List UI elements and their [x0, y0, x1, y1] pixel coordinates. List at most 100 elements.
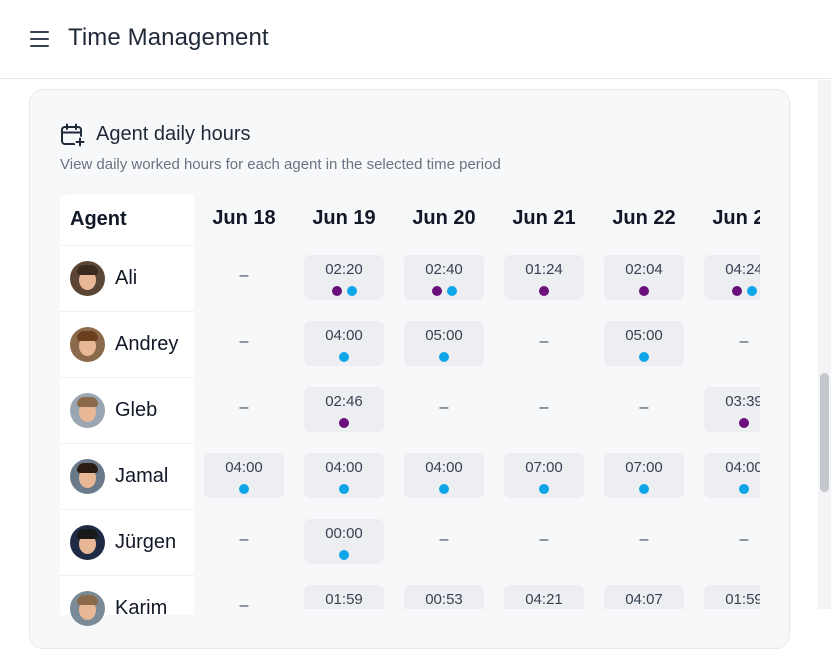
hours-value: 03:39 [725, 393, 760, 410]
status-dots [304, 418, 384, 428]
avatar [70, 326, 105, 362]
hours-cell[interactable]: 04:00 [204, 453, 284, 498]
hours-cell[interactable]: 01:59 [304, 585, 384, 609]
status-dots [404, 484, 484, 494]
card-title: Agent daily hours [96, 123, 251, 145]
row-divider [60, 245, 194, 246]
empty-cell: – [239, 531, 249, 548]
agent-name: Karim [115, 596, 168, 619]
hours-value: 04:07 [625, 591, 663, 608]
hours-value: 01:59 [325, 591, 363, 608]
hours-value: 01:24 [525, 261, 563, 278]
hours-cell[interactable]: 02:46 [304, 387, 384, 432]
agent-name: Gleb [115, 398, 158, 421]
hours-cell[interactable]: 04:00 [304, 453, 384, 498]
hours-cell[interactable]: 02:20 [304, 255, 384, 300]
date-header: Jun 21 [512, 207, 576, 229]
avatar [70, 392, 105, 428]
status-dots [304, 550, 384, 560]
hours-cell[interactable]: 01:24 [504, 255, 584, 300]
hours-cell[interactable]: 05:00 [404, 321, 484, 366]
hours-cell[interactable]: 00:00 [304, 519, 384, 564]
hours-cell[interactable]: 02:40 [404, 255, 484, 300]
purple-dot-icon [639, 286, 649, 296]
calendar-add-icon [61, 123, 86, 148]
empty-cell: – [639, 399, 649, 416]
status-dots [604, 352, 684, 362]
row-divider [60, 443, 194, 444]
agent-name: Andrey [115, 332, 179, 355]
agent-row: Jamal [70, 458, 168, 494]
hours-value: 04:00 [325, 459, 363, 476]
agent-name: Ali [115, 266, 138, 289]
empty-cell: – [239, 333, 249, 350]
hours-value: 04:00 [725, 459, 760, 476]
scrollbar-track[interactable] [818, 80, 831, 609]
hamburger-menu-icon[interactable] [29, 29, 51, 49]
hours-value: 04:00 [325, 327, 363, 344]
empty-cell: – [439, 531, 449, 548]
blue-dot-icon [239, 484, 249, 494]
empty-cell: – [639, 531, 649, 548]
empty-cell: – [539, 531, 549, 548]
agent-name: Jamal [115, 464, 169, 487]
status-dots [704, 484, 760, 494]
date-header: Jun 23 [712, 207, 760, 229]
empty-cell: – [439, 399, 449, 416]
status-dots [304, 286, 384, 296]
hours-cell[interactable]: 04:07 [604, 585, 684, 609]
empty-cell: – [539, 399, 549, 416]
avatar [70, 458, 105, 494]
status-dots [504, 484, 584, 494]
row-divider [60, 377, 194, 378]
blue-dot-icon [639, 352, 649, 362]
empty-cell: – [239, 267, 249, 284]
purple-dot-icon [431, 286, 442, 296]
hours-value: 05:00 [625, 327, 663, 344]
blue-dot-icon [639, 484, 649, 494]
agent-row: Jürgen [70, 524, 176, 560]
hours-cell[interactable]: 07:00 [604, 453, 684, 498]
hours-cell[interactable]: 00:53 [404, 585, 484, 609]
hours-value: 04:24 [725, 261, 760, 278]
hours-cell[interactable]: 01:59 [704, 585, 760, 609]
blue-dot-icon [746, 286, 757, 296]
status-dots [404, 352, 484, 362]
status-dots [404, 286, 484, 296]
status-dots [604, 286, 684, 296]
hours-value: 01:59 [725, 591, 760, 608]
blue-dot-icon [539, 484, 549, 494]
row-divider [60, 509, 194, 510]
hours-value: 00:53 [425, 591, 463, 608]
blue-dot-icon [446, 286, 457, 296]
status-dots [304, 484, 384, 494]
hours-cell[interactable]: 04:21 [504, 585, 584, 609]
hours-cell[interactable]: 05:00 [604, 321, 684, 366]
purple-dot-icon [739, 418, 749, 428]
blue-dot-icon [346, 286, 357, 296]
avatar [70, 590, 105, 626]
hours-cell[interactable]: 03:39 [704, 387, 760, 432]
blue-dot-icon [739, 484, 749, 494]
hours-value: 02:40 [425, 261, 463, 278]
purple-dot-icon [339, 418, 349, 428]
hours-grid: Jun 18 Jun 19 Jun 20 Jun 21 Jun 22 Jun 23 – 02:… [194, 195, 760, 609]
page-title: Time Management [68, 24, 269, 51]
hours-cell[interactable]: 04:00 [304, 321, 384, 366]
blue-dot-icon [439, 352, 449, 362]
hours-value: 02:46 [325, 393, 363, 410]
empty-cell: – [239, 399, 249, 416]
hours-cell[interactable]: 02:04 [604, 255, 684, 300]
row-divider [60, 311, 194, 312]
scrollbar-thumb[interactable] [820, 373, 829, 492]
hours-cell[interactable]: 07:00 [504, 453, 584, 498]
hours-value: 02:04 [625, 261, 663, 278]
date-header: Jun 19 [312, 207, 376, 229]
hours-cell[interactable]: 04:00 [704, 453, 760, 498]
status-dots [504, 286, 584, 296]
agent-row: Ali [70, 260, 137, 296]
blue-dot-icon [439, 484, 449, 494]
blue-dot-icon [339, 352, 349, 362]
hours-cell[interactable]: 04:00 [404, 453, 484, 498]
hours-cell[interactable]: 04:24 [704, 255, 760, 300]
